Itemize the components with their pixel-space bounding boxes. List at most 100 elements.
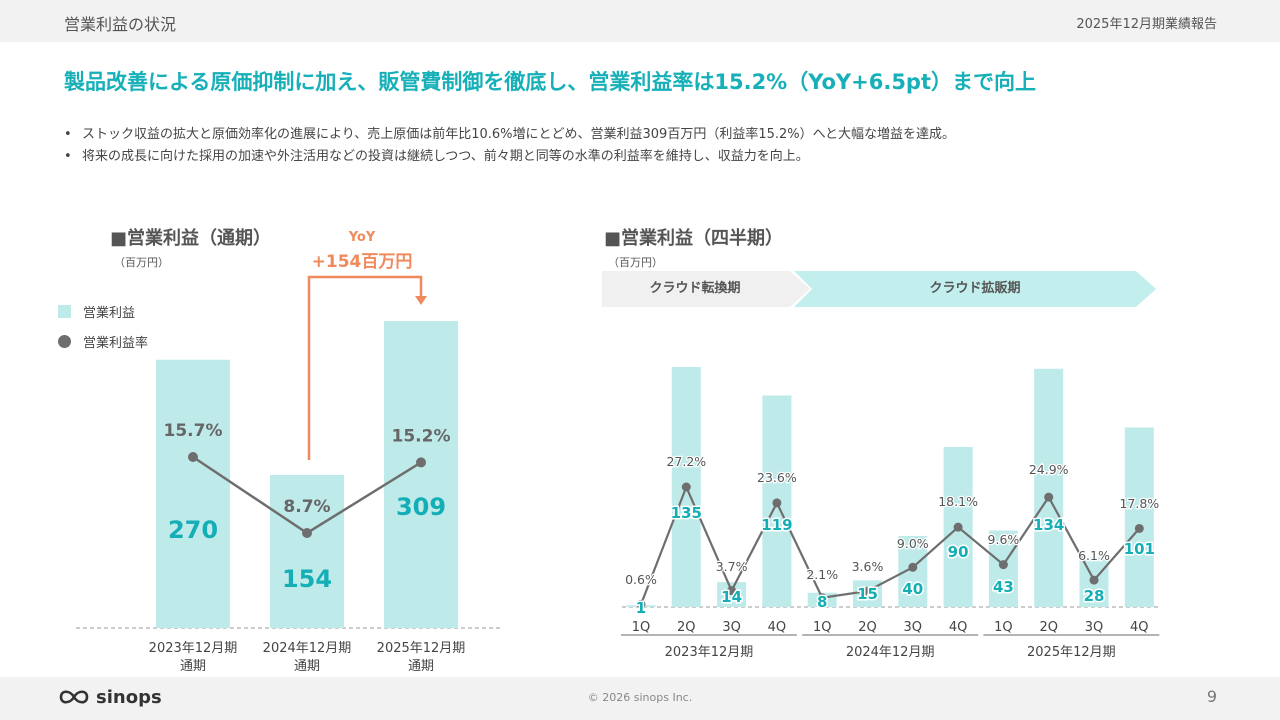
- phase-cloud-expansion: クラウド拡販期: [794, 271, 1156, 307]
- annual-x-tick: 2023年12月期: [149, 641, 238, 656]
- quarterly-x-tick: 3Q: [904, 620, 923, 635]
- quarterly-x-tick: 1Q: [994, 620, 1013, 635]
- quarterly-bar: [1124, 427, 1154, 607]
- annual-x-tick: 2024年12月期: [263, 641, 352, 656]
- quarterly-group-label: 2023年12月期: [665, 645, 754, 660]
- quarterly-bar-value: 40: [902, 580, 923, 598]
- quarterly-x-tick: 4Q: [949, 620, 968, 635]
- quarterly-bar-value: 1: [636, 599, 646, 617]
- quarterly-bar-value: 134: [1033, 516, 1064, 534]
- quarterly-x-tick: 2Q: [1039, 620, 1058, 635]
- quarterly-margin-label: 0.6%: [625, 572, 657, 587]
- quarterly-margin-label: 9.6%: [988, 532, 1020, 547]
- phase-cloud-transition: クラウド転換期: [602, 271, 810, 307]
- page-number: 9: [1206, 687, 1217, 706]
- annual-margin-point: [302, 528, 312, 538]
- annual-bar: [270, 474, 344, 628]
- quarterly-bar-value: 119: [761, 516, 792, 534]
- quarterly-group-label: 2025年12月期: [1027, 645, 1116, 660]
- quarterly-x-tick: 4Q: [1130, 620, 1149, 635]
- annual-bar-value: 154: [282, 565, 332, 593]
- quarterly-margin-point: [1134, 523, 1144, 533]
- sinops-logo: sinops: [58, 686, 162, 708]
- infinity-logo-icon: [59, 690, 89, 704]
- quarterly-x-tick: 1Q: [813, 620, 832, 635]
- bullet-item: 将来の成長に向けた採用の加速や外注活用などの投資は継続しつつ、前々期と同等の水準…: [64, 146, 955, 168]
- quarterly-group-label: 2024年12月期: [846, 645, 935, 660]
- quarterly-bar-value: 101: [1124, 540, 1155, 558]
- quarterly-bar-value: 43: [993, 578, 1014, 596]
- quarterly-margin-point: [908, 562, 918, 572]
- quarterly-margin-label: 24.9%: [1029, 462, 1069, 477]
- annual-x-tick: 通期: [408, 659, 434, 674]
- legend-line-swatch: [58, 335, 71, 348]
- legend-bar-label: 営業利益: [83, 306, 136, 321]
- quarterly-margin-label: 23.6%: [757, 470, 797, 485]
- bullet-item: ストック収益の拡大と原価効率化の進展により、売上原価は前年比10.6%増にとどめ…: [64, 124, 955, 146]
- quarterly-x-tick: 2Q: [677, 620, 696, 635]
- report-title: 2025年12月期業績報告: [1076, 17, 1217, 32]
- quarterly-margin-label: 2.1%: [806, 567, 838, 582]
- quarterly-margin-label: 9.0%: [897, 536, 929, 551]
- quarterly-x-tick: 3Q: [722, 620, 741, 635]
- legend-line: 営業利益率: [58, 332, 148, 351]
- quarterly-bar-value: 15: [857, 585, 878, 603]
- quarterly-margin-label: 3.6%: [852, 559, 884, 574]
- legend-line-label: 営業利益率: [83, 336, 149, 351]
- quarterly-chart: 1 135 14 119 8 15 40 90 43 134 28 101 0.6% 27.2% 3.7% 2…: [621, 367, 1161, 660]
- annual-bar-value: 270: [168, 516, 218, 544]
- quarterly-margin-label: 17.8%: [1119, 496, 1159, 511]
- annual-bar-value: 309: [396, 493, 446, 521]
- quarterly-chart-title: ■営業利益（四半期）: [604, 228, 784, 249]
- yoy-annotation: YoY +154百万円: [300, 230, 424, 272]
- yoy-arrowhead: [415, 296, 427, 305]
- quarterly-bar: [1034, 368, 1064, 607]
- quarterly-margin-point: [1089, 575, 1099, 585]
- quarterly-margin-label: 3.7%: [716, 559, 748, 574]
- headline: 製品改善による原価抑制に加え、販管費制御を徹底し、営業利益率は15.2%（YoY…: [64, 70, 1037, 94]
- quarterly-bar-value: 8: [817, 593, 827, 611]
- annual-x-tick: 通期: [294, 659, 320, 674]
- quarterly-margin-point: [953, 522, 963, 532]
- quarterly-margin-point: [817, 593, 827, 603]
- quarterly-bar-value: 90: [948, 543, 969, 561]
- quarterly-bar-value: 14: [721, 588, 742, 606]
- quarterly-margin-point: [727, 586, 737, 596]
- yoy-value: +154百万円: [311, 252, 413, 272]
- quarterly-x-tick: 1Q: [632, 620, 651, 635]
- section-title: 営業利益の状況: [64, 15, 177, 34]
- annual-margin-label: 8.7%: [283, 497, 330, 517]
- quarterly-x-tick: 2Q: [858, 620, 877, 635]
- annual-bar: [384, 321, 458, 628]
- quarterly-margin-point: [863, 586, 872, 596]
- yoy-arrow-line: [307, 275, 423, 460]
- annual-margin-point: [416, 457, 426, 468]
- quarterly-margin-point: [1044, 492, 1054, 502]
- legend-bar: 営業利益: [58, 302, 135, 321]
- quarterly-margin-point: [772, 498, 782, 508]
- annual-unit: （百万円）: [114, 256, 169, 269]
- annual-x-tick: 2025年12月期: [377, 641, 466, 656]
- copyright: © 2026 sinops Inc.: [587, 691, 693, 704]
- quarterly-bar-value: 135: [671, 504, 702, 522]
- annual-margin-point: [188, 452, 198, 462]
- quarterly-x-tick: 4Q: [768, 620, 787, 635]
- quarterly-margin-point: [998, 560, 1008, 570]
- quarterly-bar-value: 28: [1084, 587, 1105, 605]
- quarterly-margin-label: 18.1%: [938, 494, 978, 509]
- legend-bar-swatch: [58, 305, 71, 318]
- quarterly-x-tick: 3Q: [1085, 620, 1104, 635]
- logo-text: sinops: [96, 686, 162, 708]
- quarterly-margin-point: [636, 599, 646, 609]
- annual-margin-label: 15.7%: [164, 421, 223, 441]
- quarterly-margin-line: [639, 484, 1141, 605]
- top-bar: 営業利益の状況 2025年12月期業績報告: [0, 0, 1280, 42]
- quarterly-margin-label: 27.2%: [666, 454, 706, 469]
- quarterly-unit: （百万円）: [608, 256, 663, 269]
- footer: sinops © 2026 sinops Inc. 9: [0, 677, 1280, 720]
- annual-bar: [156, 359, 230, 628]
- annual-margin-label: 15.2%: [392, 426, 451, 446]
- annual-x-tick: 通期: [180, 659, 206, 674]
- quarterly-margin-label: 6.1%: [1078, 548, 1110, 563]
